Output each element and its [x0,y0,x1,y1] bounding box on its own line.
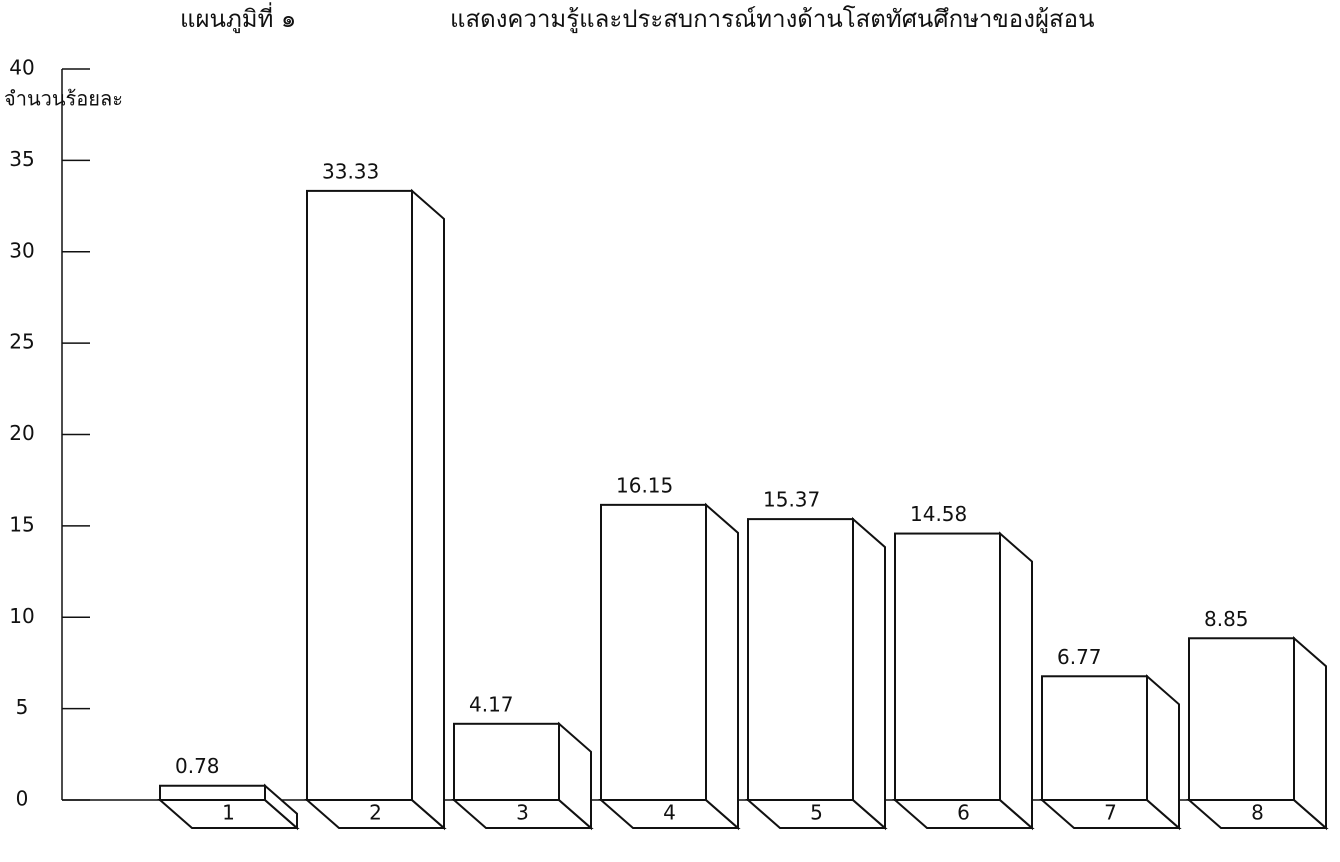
y-tick-label: 25 [9,330,34,354]
bar [894,532,1001,801]
value-label: 6.77 [1057,645,1102,669]
x-tick-label: 5 [810,801,823,825]
y-tick-label: 15 [9,512,34,536]
bar [1041,675,1148,802]
value-label: 14.58 [910,502,967,526]
y-tick-label: 5 [16,695,29,719]
x-tick-label: 4 [663,801,676,825]
bar-side [1146,674,1180,831]
y-tick-label: 10 [9,604,34,628]
value-label: 15.37 [763,488,820,512]
bar [453,722,560,802]
bar [306,189,413,802]
bar-side [411,188,445,831]
value-label: 0.78 [175,754,220,778]
value-label: 33.33 [322,159,379,183]
y-axis-label: จำนวนร้อยละ [4,87,123,111]
bar [159,784,266,801]
x-tick-label: 6 [957,801,970,825]
x-tick-label: 2 [369,801,382,825]
y-tick-label: 35 [9,147,34,171]
value-label: 16.15 [616,473,673,497]
chart-title: แผนภูมิที่ ๑ [180,2,296,34]
x-tick-label: 8 [1251,801,1264,825]
x-tick-label: 7 [1104,801,1117,825]
y-tick-label: 20 [9,421,34,445]
value-label: 4.17 [469,692,514,716]
bar [1188,637,1295,801]
x-tick-label: 1 [222,801,235,825]
y-tick-label: 30 [9,238,34,262]
bar [747,518,854,801]
bar-side [1293,636,1327,831]
bar-side [705,502,739,831]
y-tick-label: 40 [9,56,34,80]
bar-side [852,516,886,831]
bar [600,503,707,801]
y-tick-label: 0 [16,787,29,811]
bar-side [999,531,1033,831]
value-label: 8.85 [1204,607,1249,631]
x-tick-label: 3 [516,801,529,825]
chart-subtitle: แสดงความรู้และประสบการณ์ทางด้านโสตทัศนศึ… [450,5,1094,34]
